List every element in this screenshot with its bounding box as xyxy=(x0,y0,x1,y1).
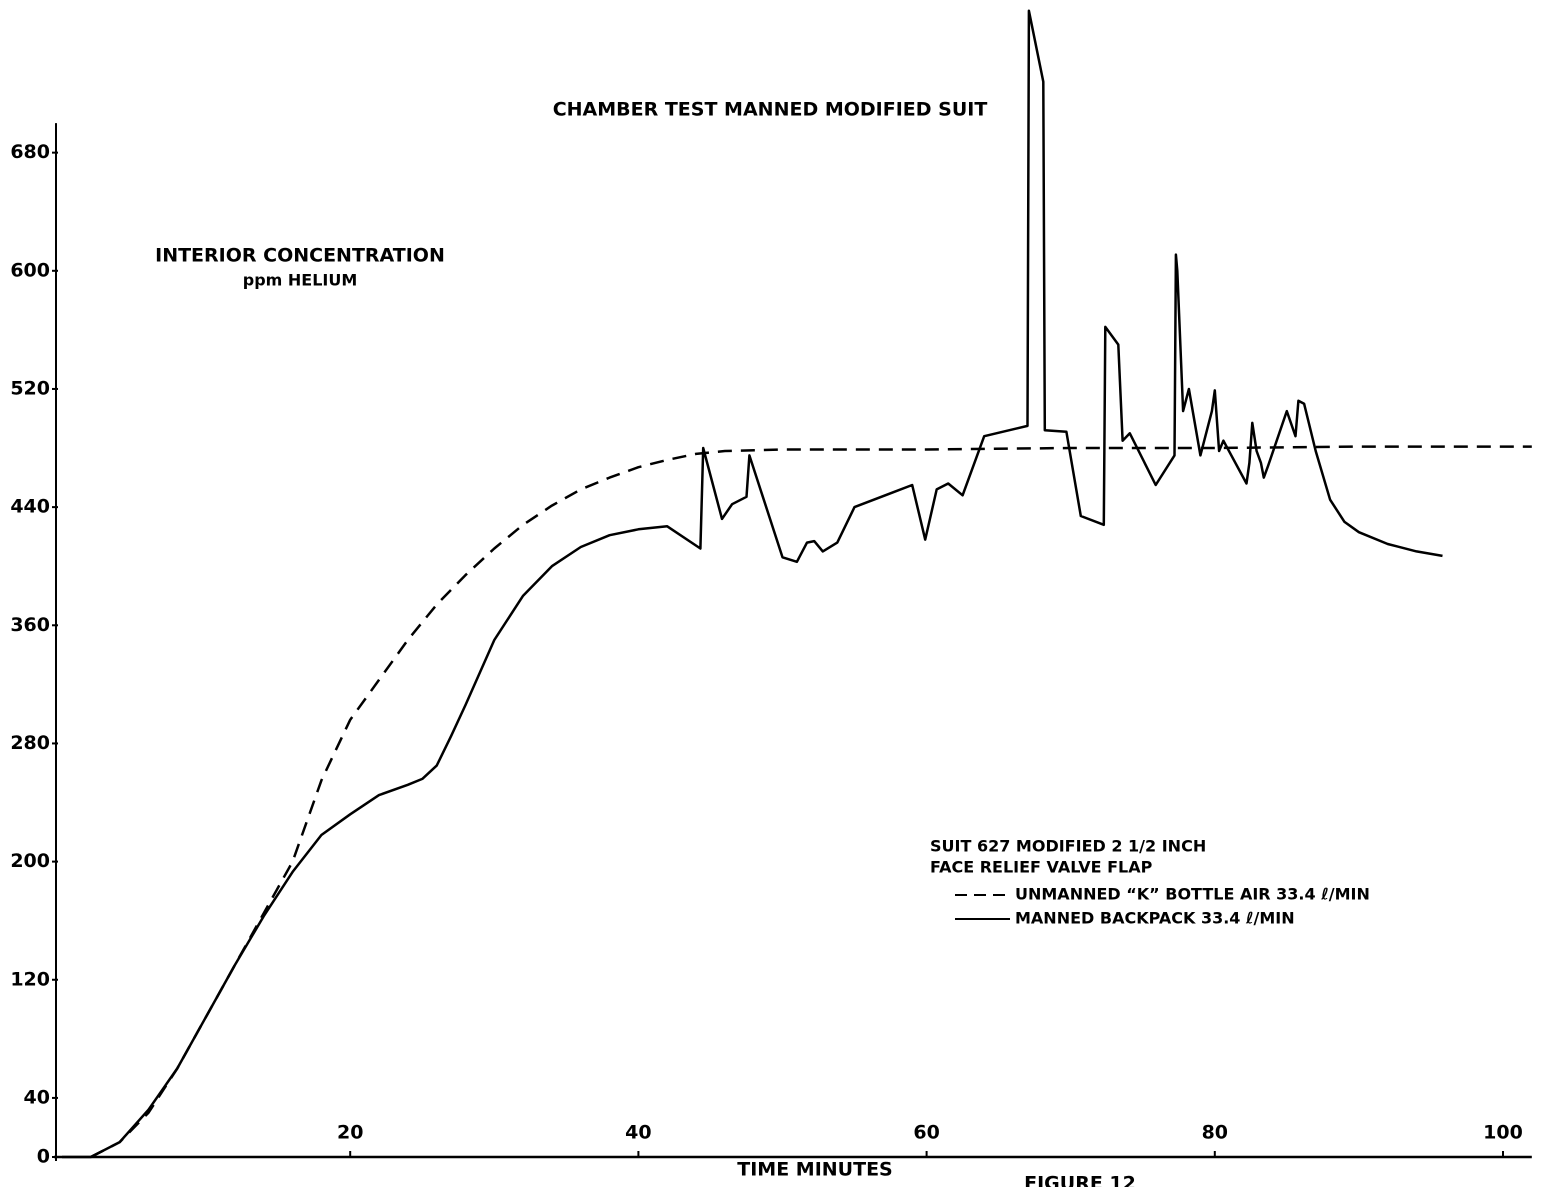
legend-label: UNMANNED “K” BOTTLE AIR 33.4 ℓ/MIN xyxy=(1015,885,1370,904)
y-tick-label: 360 xyxy=(10,614,50,636)
y-tick-label: 40 xyxy=(24,1086,50,1108)
legend-title: SUIT 627 MODIFIED 2 1/2 INCH xyxy=(930,837,1206,856)
x-tick-label: 60 xyxy=(913,1122,939,1144)
y-tick-label: 520 xyxy=(10,377,50,399)
series-line xyxy=(90,445,1532,1159)
x-tick-label: 100 xyxy=(1483,1122,1523,1144)
y-tick-label: 600 xyxy=(10,259,50,281)
y-tick-label: 440 xyxy=(10,496,50,518)
x-tick-label: 80 xyxy=(1202,1122,1228,1144)
series-line xyxy=(62,9,1443,1159)
x-tick-label: 20 xyxy=(337,1122,363,1144)
y-tick-label: 0 xyxy=(37,1146,50,1168)
y-axis-label: INTERIOR CONCENTRATION xyxy=(155,245,445,267)
y-tick-label: 120 xyxy=(10,968,50,990)
legend-title: FACE RELIEF VALVE FLAP xyxy=(930,858,1153,877)
legend-label: MANNED BACKPACK 33.4 ℓ/MIN xyxy=(1015,909,1295,928)
figure-label: FIGURE 12 xyxy=(1024,1173,1136,1187)
x-axis-label: TIME MINUTES xyxy=(737,1159,892,1181)
chart-title: CHAMBER TEST MANNED MODIFIED SUIT xyxy=(553,99,988,121)
y-tick-label: 280 xyxy=(10,732,50,754)
y-tick-label: 680 xyxy=(10,141,50,163)
y-axis-label: ppm HELIUM xyxy=(243,271,358,290)
x-tick-label: 40 xyxy=(625,1122,651,1144)
y-tick-label: 200 xyxy=(10,850,50,872)
